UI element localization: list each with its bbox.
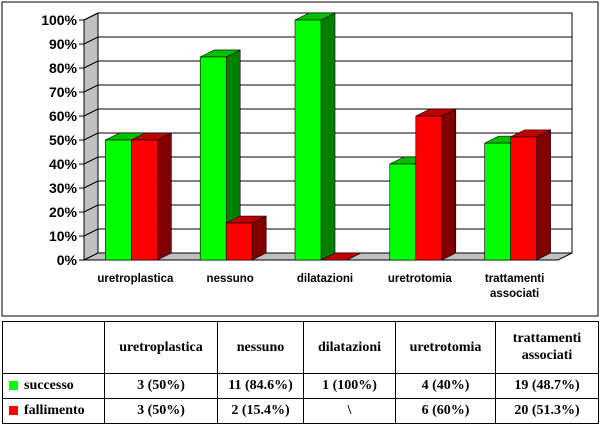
gridline: [83, 36, 572, 45]
y-tick-label: 0%: [57, 252, 78, 268]
gridline: [83, 60, 572, 69]
bar-front: [484, 142, 511, 261]
chart-plot-area: 0% 10% 20% 30% 40% 50% 60% 70% 80% 90% 100% uretrop…: [41, 12, 573, 300]
table-corner-cell: [2, 321, 105, 374]
table-row: successo 3 (50%) 11 (84.6%) 1 (100%) 4 (…: [2, 372, 599, 399]
bar-front: [199, 56, 227, 261]
gridline: [83, 132, 572, 141]
table-header-cell: dilatazioni: [303, 321, 396, 374]
table-cell: 6 (60%): [395, 397, 496, 425]
table-header-cell: trattamenti associati: [495, 321, 599, 374]
bar-side: [320, 12, 336, 261]
bar-fallimento: [415, 108, 457, 261]
bar-top: [320, 252, 362, 261]
bar-fallimento: [225, 215, 267, 261]
table-header-cell: uretrotomia: [395, 321, 496, 374]
legend-cell-successo: successo: [2, 372, 105, 399]
y-tick-label: 90%: [49, 36, 78, 52]
table-header-cell: nessuno: [217, 321, 304, 374]
bar-side: [441, 108, 457, 261]
table-cell: 20 (51.3%): [495, 397, 599, 425]
bar-front: [105, 139, 132, 261]
bar-successo: [199, 49, 241, 261]
fallimento-swatch: [9, 406, 18, 416]
table-cell: 1 (100%): [303, 372, 396, 399]
bar-fallimento: [131, 132, 172, 261]
series-label: fallimento: [24, 402, 85, 418]
x-category-label: trattamenti associati: [485, 273, 544, 300]
table-cell: 2 (15.4%): [217, 397, 304, 425]
bar-chart: 0% 10% 20% 30% 40% 50% 60% 70% 80% 90% 100% uretrop…: [1, 1, 599, 317]
y-tick-label: 40%: [49, 156, 78, 172]
bar-front: [294, 19, 322, 261]
table-cell: 3 (50%): [104, 372, 218, 399]
x-category-label: uretrotomia: [388, 273, 453, 285]
x-category-label-line: dilatazioni: [297, 273, 353, 285]
y-tick-label: 60%: [49, 108, 78, 124]
table-cell: \: [303, 397, 396, 425]
y-tick-label: 30%: [49, 180, 78, 196]
bar-successo: [294, 12, 336, 261]
y-tick-label: 80%: [49, 60, 78, 76]
bar-front: [389, 163, 417, 261]
gridline: [83, 12, 572, 21]
x-category-label: nessuno: [207, 273, 254, 285]
successo-swatch: [9, 381, 18, 391]
y-tick-label: 100%: [41, 12, 77, 28]
series-label: successo: [24, 377, 74, 393]
x-category-label-line: trattamenti: [485, 273, 544, 285]
x-category-label-line: associati: [490, 288, 539, 300]
table-cell: 3 (50%): [104, 397, 218, 425]
table-header-row: uretroplastica nessuno dilatazioni uretr…: [2, 321, 599, 374]
x-category-label: uretroplastica: [97, 273, 174, 285]
table-row: fallimento 3 (50%) 2 (15.4%) \ 6 (60%) 2…: [2, 397, 599, 425]
data-table: uretroplastica nessuno dilatazioni uretr…: [2, 321, 599, 425]
y-tick-label: 20%: [49, 204, 78, 220]
x-category-label: dilatazioni: [297, 273, 353, 285]
x-category-label-line: uretroplastica: [97, 273, 174, 285]
bar-front: [510, 136, 537, 261]
gridline: [83, 84, 572, 93]
y-tick-label: 70%: [49, 84, 78, 100]
bar-front: [131, 139, 158, 261]
bar-side: [536, 129, 551, 261]
bar-fallimento: [320, 252, 362, 261]
table-cell: 19 (48.7%): [495, 372, 599, 399]
x-category-label-line: nessuno: [207, 273, 254, 285]
bar-front: [415, 115, 443, 261]
bar-fallimento: [510, 129, 551, 261]
y-tick-label: 10%: [49, 228, 78, 244]
gridline: [83, 108, 572, 117]
y-tick-label: 50%: [49, 132, 78, 148]
table-cell: 4 (40%): [395, 372, 496, 399]
x-category-label-line: uretrotomia: [388, 273, 453, 285]
legend-cell-fallimento: fallimento: [2, 397, 105, 425]
bar-front: [225, 222, 253, 261]
bar-side: [157, 132, 172, 261]
table-cell: 11 (84.6%): [217, 372, 304, 399]
table-header-cell: uretroplastica: [104, 321, 218, 374]
bar-side: [251, 215, 267, 261]
